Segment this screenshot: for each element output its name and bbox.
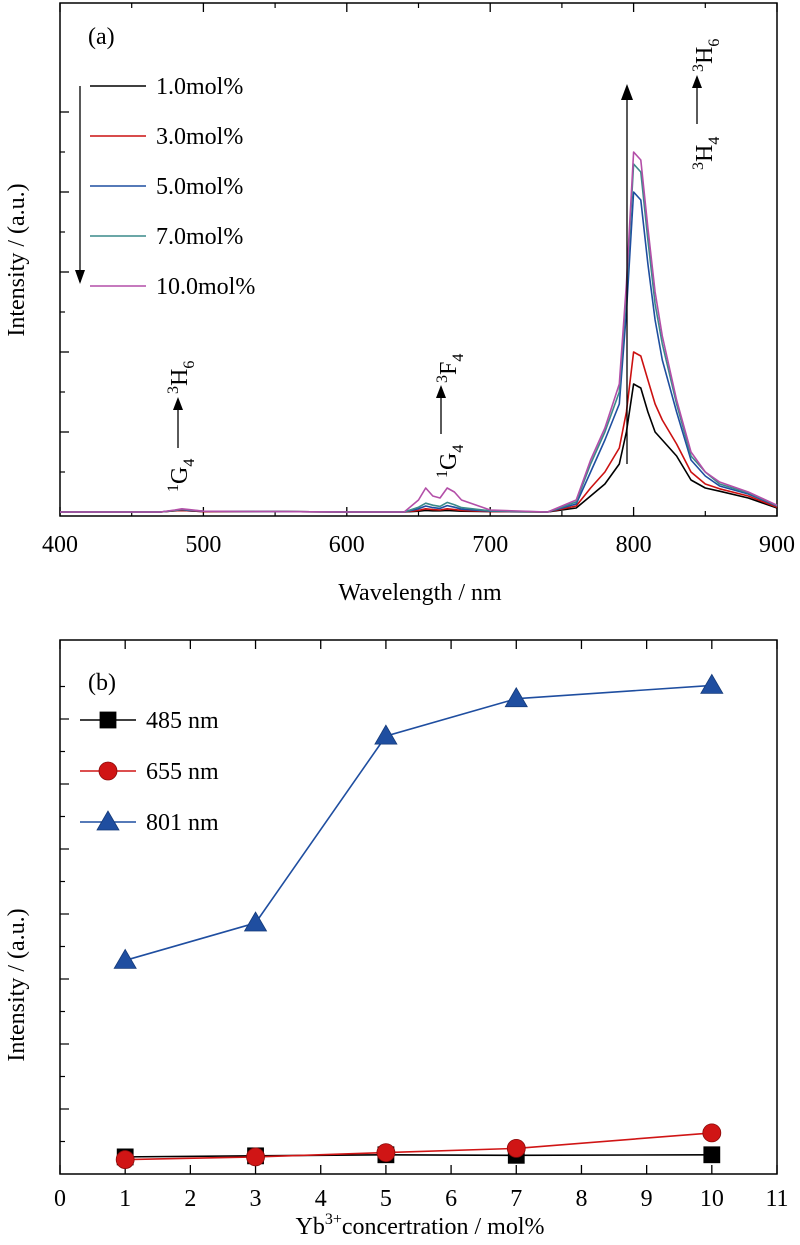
transition-2-arrowhead: [436, 385, 446, 398]
xlabel-main: Yb: [296, 1214, 325, 1240]
transition-3-arrowhead: [692, 75, 702, 88]
panel-a-x-tick-labels: 400 500 600 700 800 900: [42, 532, 795, 558]
data-point-circle: [506, 1138, 526, 1158]
x-tick-label: 11: [765, 1186, 788, 1212]
legend-label: 10.0mol%: [156, 274, 255, 300]
transition-3-target: 3H6: [690, 39, 723, 72]
data-point-triangle: [113, 948, 137, 969]
t1-to-sub: 6: [181, 361, 198, 369]
panel-b-frame: [59, 639, 778, 1175]
transition-annotation-1: 1G4 3H6: [165, 361, 198, 492]
transition-annotation-3: 3H4 3H6: [690, 39, 723, 170]
legend-label: 5.0mol%: [156, 174, 243, 200]
transition-2-label: 1G4: [434, 445, 467, 478]
spectrum-series-line: [60, 163, 778, 513]
x-tick-label: 5: [380, 1186, 392, 1212]
data-point-circle: [98, 761, 118, 781]
panel-a-x-axis-label: Wavelength / nm: [338, 580, 502, 606]
transition-1-arrowhead: [173, 397, 183, 410]
panel-a-y-axis-label: Intensity / (a.u.): [4, 183, 30, 336]
x-tick-label: 800: [616, 532, 652, 558]
transition-1-label: 1G4: [165, 459, 198, 492]
t3-from: H: [692, 145, 718, 162]
data-point-circle: [246, 1147, 265, 1167]
data-point-triangle: [700, 673, 724, 694]
data-point-triangle: [374, 724, 398, 745]
panel-b-series: [113, 673, 724, 1169]
data-point-triangle: [243, 911, 268, 932]
transition-2-target: 3F4: [434, 354, 467, 383]
x-tick-label: 900: [759, 532, 795, 558]
t2-to-sub: 4: [450, 354, 467, 362]
panel-a-series: [60, 151, 778, 513]
panel-b-x-axis-label: Yb3+concertration / mol%: [296, 1211, 545, 1240]
x-tick-label: 7: [510, 1186, 522, 1212]
spectrum-series-line: [60, 151, 778, 513]
legend-label: 801 nm: [146, 810, 219, 836]
transition-3-label: 3H4: [690, 137, 723, 170]
panel-b-y-axis-label: Intensity / (a.u.): [4, 908, 30, 1061]
panel-a-legend: 1.0mol% 3.0mol% 5.0mol% 7.0mol% 10.0mol%: [90, 74, 255, 300]
legend-arrow-head: [75, 270, 85, 284]
x-tick-label: 6: [445, 1186, 457, 1212]
panel-b: (b) 0 1 2 3 4 5 6 7 8 9 10 11 485 nm 655 nm 801 nm Yb…: [4, 639, 789, 1240]
t1-to: H: [167, 369, 193, 386]
t2-from-sub: 4: [450, 445, 467, 453]
x-tick-label: 400: [42, 532, 78, 558]
panel-a: (a) 400 500 600 700 800 900 Wavelength / nm I…: [4, 2, 795, 606]
data-point-triangle: [504, 686, 528, 708]
t1-from: G: [167, 467, 193, 484]
t1-from-pre: 1: [165, 484, 182, 492]
transition-annotation-2: 1G4 3F4: [434, 354, 467, 478]
x-tick-label: 10: [700, 1186, 724, 1212]
t1-from-sub: 4: [181, 459, 198, 467]
x-tick-label: 700: [472, 532, 508, 558]
t2-from-pre: 1: [434, 470, 451, 478]
x-tick-label: 4: [315, 1186, 327, 1212]
panel-b-x-tick-labels: 0 1 2 3 4 5 6 7 8 9 10 11: [54, 1186, 789, 1212]
x-tick-label: 8: [575, 1186, 587, 1212]
data-point-circle: [376, 1143, 396, 1163]
legend-label: 1.0mol%: [156, 74, 243, 100]
legend-label: 655 nm: [146, 759, 219, 785]
t3-to-pre: 3: [690, 64, 707, 72]
x-tick-label: 600: [329, 532, 365, 558]
t3-from-sub: 4: [706, 137, 723, 145]
t2-to: F: [436, 362, 462, 375]
x-tick-label: 9: [641, 1186, 653, 1212]
data-point-square: [99, 711, 117, 729]
x-tick-label: 3: [250, 1186, 262, 1212]
xlabel-rest: concertration / mol%: [342, 1214, 545, 1240]
panel-b-legend: 485 nm 655 nm 801 nm: [80, 708, 219, 836]
transition-1-target: 3H6: [165, 361, 198, 394]
t3-to-sub: 6: [706, 39, 723, 47]
t2-from: G: [436, 453, 462, 470]
x-tick-label: 0: [54, 1186, 66, 1212]
intensity-increase-arrowhead: [621, 84, 633, 100]
data-point-square: [703, 1146, 721, 1164]
data-point-circle: [702, 1123, 722, 1143]
xlabel-sup: 3+: [325, 1211, 342, 1228]
series-line: [125, 1154, 712, 1158]
t3-to: H: [692, 47, 718, 64]
t3-from-pre: 3: [690, 162, 707, 170]
panel-b-label: (b): [88, 670, 116, 696]
x-tick-label: 1: [119, 1186, 131, 1212]
t2-to-pre: 3: [434, 375, 451, 383]
t1-to-pre: 3: [165, 386, 182, 394]
data-point-circle: [115, 1150, 135, 1169]
data-point-triangle: [96, 810, 120, 831]
legend-label: 485 nm: [146, 708, 219, 734]
panel-a-label: (a): [88, 24, 115, 50]
x-tick-label: 2: [184, 1186, 196, 1212]
legend-label: 7.0mol%: [156, 224, 243, 250]
x-tick-label: 500: [185, 532, 221, 558]
legend-label: 3.0mol%: [156, 124, 243, 150]
panel-b-ticks: [59, 640, 778, 1174]
